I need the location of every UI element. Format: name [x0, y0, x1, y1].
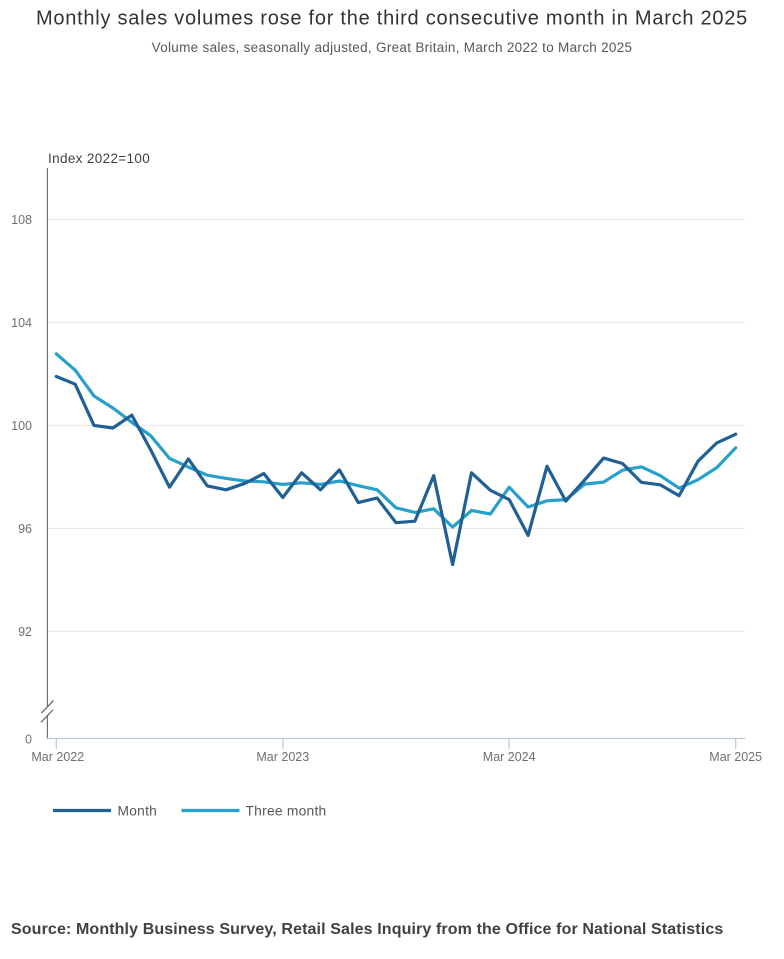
svg-text:Monthly sales volumes rose for: Monthly sales volumes rose for the third… [36, 8, 748, 30]
svg-text:Mar 2023: Mar 2023 [256, 750, 309, 764]
svg-text:Mar 2025: Mar 2025 [709, 750, 762, 764]
svg-text:Month: Month [118, 804, 158, 819]
svg-text:100: 100 [11, 419, 32, 433]
svg-text:Three month: Three month [246, 804, 327, 819]
svg-text:Mar 2024: Mar 2024 [483, 750, 536, 764]
svg-text:108: 108 [11, 213, 32, 227]
svg-text:Index 2022=100: Index 2022=100 [48, 151, 150, 166]
svg-text:0: 0 [25, 732, 32, 746]
svg-text:Source: Monthly Business Surve: Source: Monthly Business Survey, Retail … [11, 921, 723, 938]
svg-text:92: 92 [18, 625, 32, 639]
svg-text:Volume sales, seasonally adjus: Volume sales, seasonally adjusted, Great… [152, 40, 633, 55]
svg-text:104: 104 [11, 316, 32, 330]
svg-text:96: 96 [18, 522, 32, 536]
svg-text:Mar 2022: Mar 2022 [31, 750, 84, 764]
